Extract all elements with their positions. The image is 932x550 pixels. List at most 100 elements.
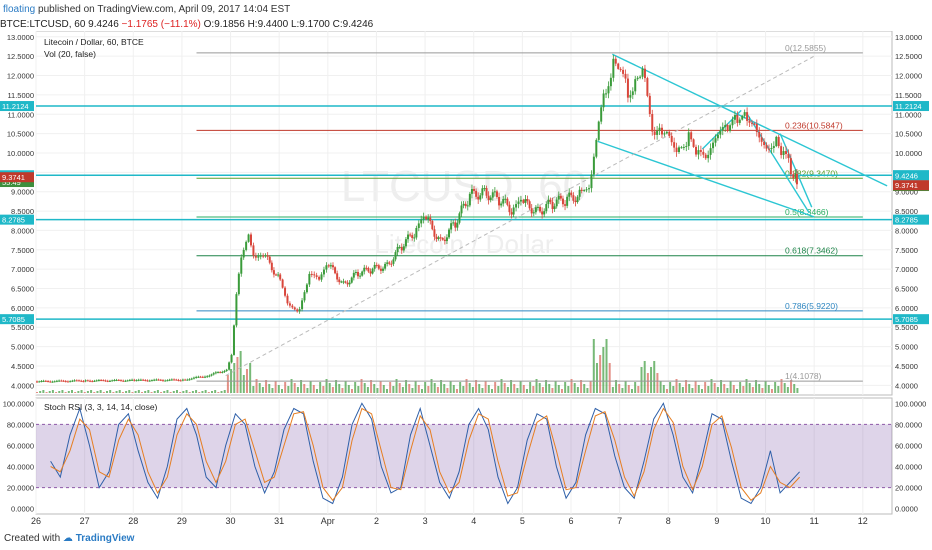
candle-body [80,380,83,382]
candle-body [619,68,622,70]
left-price-tag-text: 9.3741 [2,173,25,182]
candle-body [298,309,301,312]
candle-body [155,379,158,381]
candle-body [417,223,420,228]
candle-body [576,196,579,203]
candle-body [338,279,341,283]
candle-body [371,268,374,274]
candle-body [580,189,583,191]
volume-bar [296,387,299,393]
volume-bar [624,381,627,393]
candle-body [487,195,490,201]
volume-bar [713,383,716,393]
volume-bar [716,387,719,393]
candle-body [724,124,727,128]
candle-body [108,380,111,382]
volume-bar [608,363,611,393]
candle-body [257,256,260,258]
volume-bar [153,391,156,393]
volume-bar [210,391,213,393]
volume-bar [459,382,462,393]
volume-bar [287,386,290,393]
candle-body [237,273,240,295]
fib-level-label: 0.236(10.5847) [785,120,843,130]
candle-body [293,307,296,310]
candle-body [264,255,267,257]
candle-body [543,211,546,215]
stoch-rsi-pane[interactable]: 100.0000 100.0000 80.0000 80.0000 60.0000 60.… [3,397,927,515]
candle-body [142,379,145,381]
candle-body [687,132,690,147]
left-price-tag-text: 5.7085 [2,315,25,324]
volume-bar [392,386,395,393]
candle-body [82,381,85,383]
candle-body [146,380,149,382]
time-axis[interactable]: 26 27 28 29 30 31 Apr 2 3 4 5 6 7 8 9 10 11 12 [31,516,868,526]
fib-level-label: 0(12.5855) [785,43,826,53]
volume-bar [675,379,678,393]
volume-bar [726,388,729,393]
volume-bar [315,389,318,393]
volume-bar [478,384,481,393]
candle-body [702,151,705,155]
candle-body [726,124,729,131]
candle-body [168,379,171,381]
volume-bar [39,391,42,393]
candle-body [40,380,43,382]
left-price-tag [0,101,34,112]
created-with-label: Created with [4,533,61,544]
candle-body [489,197,492,201]
volume-bar [688,384,691,393]
candle-body [162,380,165,382]
volume-bar [599,355,602,393]
volume-bar [796,388,799,393]
volume-bar [172,391,175,393]
candle-body [331,265,334,268]
candle-body [716,134,719,139]
volume-bar [500,379,503,393]
candle-body [519,199,522,202]
rsi-y-tick-right: 20.0000 [895,484,922,493]
volume-bar [414,381,417,393]
volume-bar [223,390,226,393]
candle-body [272,270,275,275]
volume-bar [487,385,490,393]
candle-body [402,246,405,251]
candle-body [84,380,87,382]
candle-body [223,371,226,373]
candle-body [570,192,573,196]
candle-body [135,380,138,382]
candle-body [407,234,410,240]
candle-body [502,199,505,204]
candle-body [500,203,503,206]
candle-body [557,195,560,200]
y-tick-left: 8.0000 [11,226,34,235]
volume-bar [506,387,509,393]
volume-bar [112,392,115,393]
candle-body [454,222,457,228]
candle-body [733,115,736,120]
candle-body [286,295,289,304]
volume-bar [770,389,773,393]
volume-bar [277,385,280,393]
candle-body [352,272,355,278]
ticker-change: −1.1765 (−11.1%) [121,19,201,30]
candle-body [296,309,299,312]
author-link[interactable]: floating [3,4,36,15]
candle-body [153,379,156,381]
y-tick-left: 11.0000 [7,110,34,119]
y-tick-right: 11.5000 [895,91,922,100]
candle-body [714,138,717,143]
candle-body [595,139,598,157]
tradingview-brand[interactable]: TradingView [75,533,135,544]
volume-bar [335,380,338,393]
volume-bar [376,388,379,393]
x-tick-label: 4 [471,516,476,526]
candle-body [301,300,304,310]
candle-body [517,201,520,205]
right-price-tag [893,170,929,181]
x-tick-label: 28 [128,516,138,526]
candle-body [795,173,798,185]
